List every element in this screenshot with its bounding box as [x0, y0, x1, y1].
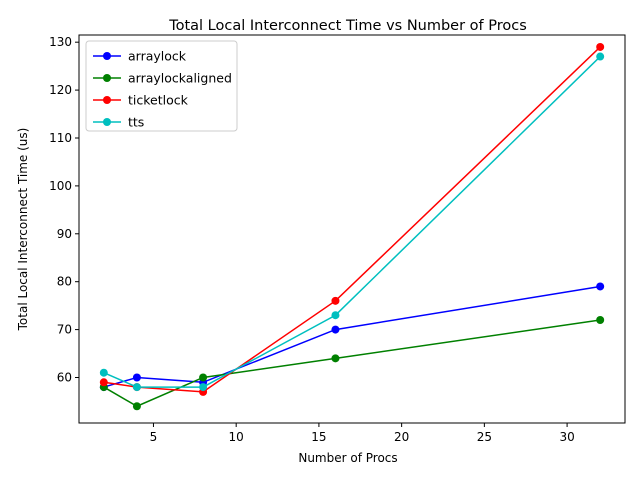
y-tick-label: 90	[57, 227, 72, 241]
legend-marker-arraylockaligned	[103, 74, 111, 82]
y-tick-label: 60	[57, 370, 72, 384]
data-point-ticketlock	[99, 378, 108, 387]
data-point-tts	[331, 311, 340, 320]
data-point-arraylockaligned	[331, 354, 340, 363]
y-tick-label: 80	[57, 275, 72, 289]
legend-label-arraylockaligned: arraylockaligned	[128, 71, 232, 86]
legend: arraylock arraylockaligned ticketlock tts	[85, 40, 238, 132]
y-tick-label: 110	[49, 131, 72, 145]
legend-marker-arraylock	[103, 52, 111, 60]
x-tick-label: 30	[559, 430, 574, 444]
y-tick-label: 120	[49, 83, 72, 97]
legend-label-tts: tts	[128, 115, 144, 130]
x-axis-label: Number of Procs	[298, 451, 397, 465]
data-point-arraylockaligned	[596, 316, 605, 325]
legend-marker-ticketlock	[103, 96, 111, 104]
x-axis: 5 10 15 20 25 30	[150, 423, 575, 444]
data-point-ticketlock	[331, 296, 340, 305]
series-line-arraylock	[103, 285, 601, 388]
y-tick-label: 130	[49, 35, 72, 49]
x-tick-label: 5	[150, 430, 158, 444]
legend-label-ticketlock: ticketlock	[128, 93, 189, 108]
y-tick-label: 100	[49, 179, 72, 193]
legend-marker-tts	[103, 118, 111, 126]
data-point-tts	[132, 383, 141, 392]
data-point-arraylock	[132, 373, 141, 382]
legend-label-arraylock: arraylock	[128, 49, 187, 64]
data-point-arraylock	[331, 325, 340, 334]
data-point-tts	[596, 52, 605, 61]
legend-box	[85, 40, 238, 132]
data-point-arraylockaligned	[132, 402, 141, 411]
data-point-arraylock	[596, 282, 605, 291]
x-tick-label: 25	[477, 430, 492, 444]
x-tick-label: 10	[229, 430, 244, 444]
x-tick-label: 20	[394, 430, 409, 444]
plot-area-frame	[78, 34, 626, 424]
data-point-ticketlock	[596, 42, 605, 51]
data-point-tts	[99, 368, 108, 377]
x-tick-label: 15	[311, 430, 326, 444]
chart-title: Total Local Interconnect Time vs Number …	[168, 18, 527, 34]
y-axis: 60 70 80 90 100 110 120 130	[49, 35, 79, 384]
series-layer	[99, 42, 605, 411]
y-axis-label: Total Local Interconnect Time (us)	[16, 128, 30, 332]
data-point-arraylockaligned	[199, 373, 208, 382]
data-point-tts	[199, 383, 208, 392]
y-tick-label: 70	[57, 323, 72, 337]
series-line-arraylockaligned	[103, 319, 601, 408]
